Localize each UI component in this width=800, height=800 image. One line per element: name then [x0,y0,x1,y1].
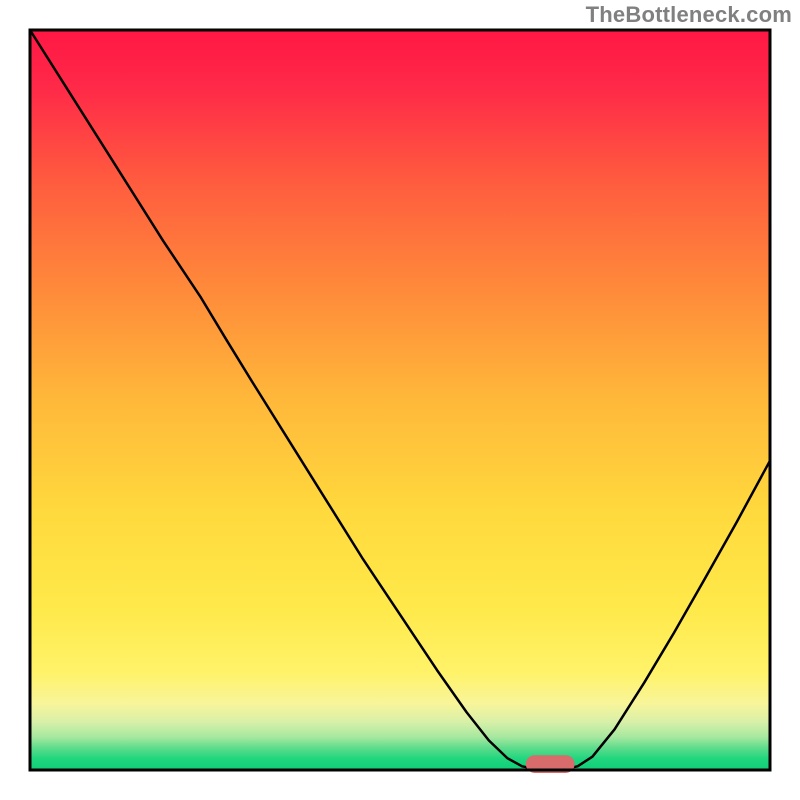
bottleneck-chart [0,0,800,800]
watermark-text: TheBottleneck.com [586,2,792,28]
